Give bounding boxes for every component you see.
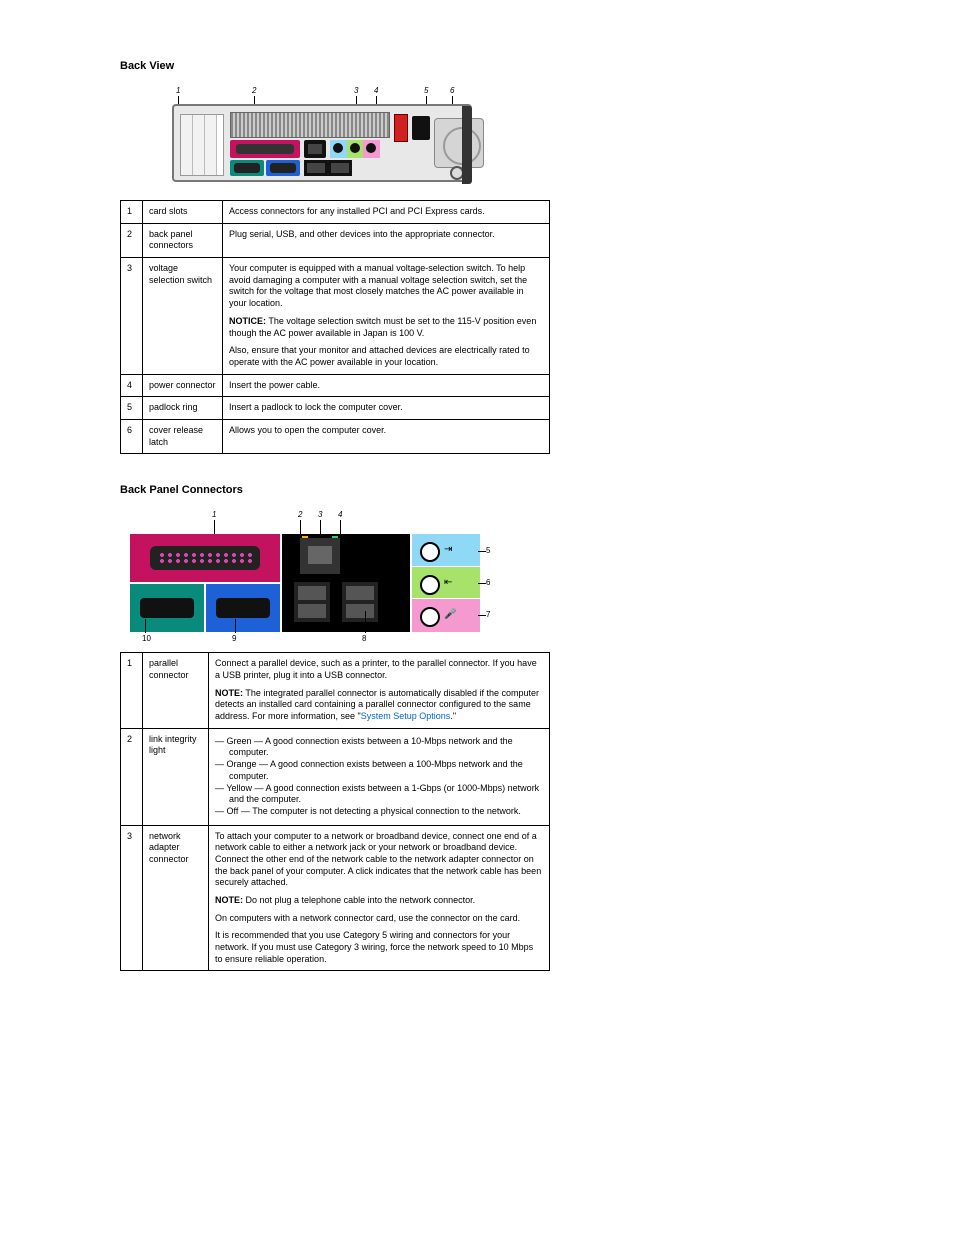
figure-back-view: 1 2 3 4 5 6 bbox=[172, 86, 482, 182]
callout-1: 1 bbox=[212, 510, 216, 519]
list-item: Yellow — A good connection exists betwee… bbox=[215, 783, 543, 806]
row-desc: Allows you to open the computer cover. bbox=[223, 419, 550, 453]
list-item: Off — The computer is not detecting a ph… bbox=[215, 806, 543, 818]
network-connector-graphic bbox=[300, 538, 340, 574]
callout-5: 5 bbox=[424, 86, 428, 95]
cover-latch-graphic bbox=[462, 106, 472, 184]
connector-block-illustration: ⇥ ⇤ 🎤 567 1098 bbox=[130, 534, 480, 634]
vga-connector-graphic bbox=[206, 584, 280, 632]
serial-port-graphic bbox=[230, 160, 264, 176]
row-desc: Access connectors for any installed PCI … bbox=[223, 201, 550, 224]
back-panel-table: 1parallel connectorConnect a parallel de… bbox=[120, 652, 550, 971]
mid-block bbox=[282, 534, 410, 632]
row-label: network adapter connector bbox=[143, 825, 209, 971]
row-number: 2 bbox=[121, 728, 143, 825]
voltage-switch-graphic bbox=[394, 114, 408, 142]
row-label: padlock ring bbox=[143, 397, 223, 420]
power-connector-graphic bbox=[412, 116, 430, 140]
table-row: 2link integrity light Green — A good conn… bbox=[121, 728, 550, 825]
row-desc: Plug serial, USB, and other devices into… bbox=[223, 223, 550, 257]
row-label: parallel connector bbox=[143, 653, 209, 728]
row-desc: Your computer is equipped with a manual … bbox=[223, 258, 550, 375]
callout-9: 9 bbox=[232, 634, 236, 643]
row-number: 1 bbox=[121, 201, 143, 224]
serial-connector-graphic bbox=[130, 584, 204, 632]
table-row: 6cover release latchAllows you to open t… bbox=[121, 419, 550, 453]
row-number: 1 bbox=[121, 653, 143, 728]
row-number: 3 bbox=[121, 825, 143, 971]
microphone-jack-graphic: 🎤 bbox=[412, 599, 480, 632]
psu-fan-graphic bbox=[434, 118, 484, 168]
callout-2: 2 bbox=[298, 510, 302, 519]
rear-panel-illustration bbox=[172, 104, 472, 182]
heading-back-panel: Back Panel Connectors bbox=[120, 484, 834, 496]
row-desc: Connect a parallel device, such as a pri… bbox=[209, 653, 550, 728]
parallel-port-graphic bbox=[230, 140, 300, 158]
row-desc: Insert a padlock to lock the computer co… bbox=[223, 397, 550, 420]
row-desc: Green — A good connection exists between… bbox=[209, 728, 550, 825]
callout-4: 4 bbox=[338, 510, 342, 519]
table-row: 1parallel connectorConnect a parallel de… bbox=[121, 653, 550, 728]
line-out-jack-graphic: ⇤ bbox=[412, 567, 480, 600]
card-slots-graphic bbox=[180, 114, 224, 176]
row-label: card slots bbox=[143, 201, 223, 224]
table-row: 5padlock ringInsert a padlock to lock th… bbox=[121, 397, 550, 420]
io-block bbox=[230, 140, 390, 178]
callout-3: 3 bbox=[318, 510, 322, 519]
row-desc: To attach your computer to a network or … bbox=[209, 825, 550, 971]
network-port-graphic bbox=[304, 140, 326, 158]
row-desc: Insert the power cable. bbox=[223, 374, 550, 397]
heading-back-view: Back View bbox=[120, 60, 834, 72]
row-number: 5 bbox=[121, 397, 143, 420]
usb-stack-1 bbox=[294, 582, 330, 622]
row-label: power connector bbox=[143, 374, 223, 397]
list-item: Green — A good connection exists between… bbox=[215, 736, 543, 759]
figure-back-panel: 1 2 3 4 ⇥ ⇤ 🎤 567 1098 bbox=[130, 510, 490, 634]
callout-4: 4 bbox=[374, 86, 378, 95]
callout-10: 10 bbox=[142, 634, 151, 643]
table-row: 3voltage selection switchYour computer i… bbox=[121, 258, 550, 375]
callout-2: 2 bbox=[252, 86, 256, 95]
row-label: voltage selection switch bbox=[143, 258, 223, 375]
callout-6: 6 bbox=[450, 86, 454, 95]
callout-7: 7 bbox=[486, 610, 490, 619]
usb-ports-graphic bbox=[304, 160, 352, 176]
row-label: back panel connectors bbox=[143, 223, 223, 257]
table-row: 4power connectorInsert the power cable. bbox=[121, 374, 550, 397]
callout-3: 3 bbox=[354, 86, 358, 95]
system-setup-link[interactable]: System Setup Options bbox=[361, 711, 451, 721]
back-view-table: 1card slotsAccess connectors for any ins… bbox=[120, 200, 550, 454]
callout-5: 5 bbox=[486, 546, 490, 555]
row-number: 4 bbox=[121, 374, 143, 397]
audio-jacks-graphic bbox=[330, 140, 380, 158]
row-label: cover release latch bbox=[143, 419, 223, 453]
list-item: Orange — A good connection exists betwee… bbox=[215, 759, 543, 782]
callout-6: 6 bbox=[486, 578, 490, 587]
line-in-jack-graphic: ⇥ bbox=[412, 534, 480, 567]
table-row: 1card slotsAccess connectors for any ins… bbox=[121, 201, 550, 224]
table-row: 2back panel connectorsPlug serial, USB, … bbox=[121, 223, 550, 257]
audio-jacks-block: ⇥ ⇤ 🎤 bbox=[412, 534, 480, 632]
row-number: 6 bbox=[121, 419, 143, 453]
usb-stack-2 bbox=[342, 582, 378, 622]
row-number: 2 bbox=[121, 223, 143, 257]
callout-8: 8 bbox=[362, 634, 366, 643]
vga-port-graphic bbox=[266, 160, 300, 176]
callout-1: 1 bbox=[176, 86, 180, 95]
table-row: 3network adapter connectorTo attach your… bbox=[121, 825, 550, 971]
row-number: 3 bbox=[121, 258, 143, 375]
parallel-connector-graphic bbox=[130, 534, 280, 582]
row-label: link integrity light bbox=[143, 728, 209, 825]
vent-grill bbox=[230, 112, 390, 138]
